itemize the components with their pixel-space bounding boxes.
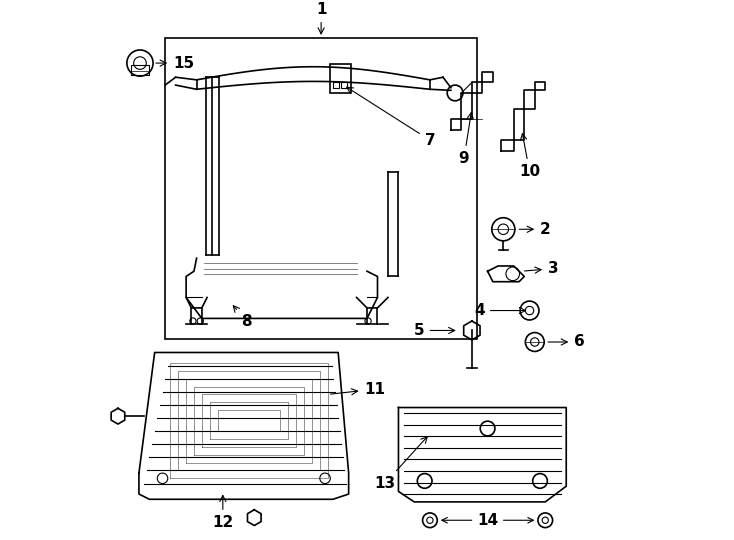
Text: 9: 9 [459, 113, 473, 166]
Text: 7: 7 [346, 87, 435, 147]
Bar [131, 65, 149, 75]
Text: 12: 12 [212, 495, 233, 530]
Text: 2: 2 [519, 222, 550, 237]
Text: 11: 11 [330, 382, 385, 397]
Text: 14: 14 [477, 513, 498, 528]
Text: 13: 13 [375, 437, 427, 490]
Text: 4: 4 [474, 303, 526, 318]
Text: 1: 1 [316, 2, 327, 34]
Text: 10: 10 [519, 133, 540, 179]
Text: 8: 8 [233, 306, 252, 328]
Text: 5: 5 [414, 323, 455, 338]
Bar [330, 64, 352, 93]
Text: 6: 6 [548, 334, 585, 349]
Text: 15: 15 [156, 56, 194, 71]
Text: 3: 3 [524, 261, 559, 276]
Bar [165, 38, 477, 339]
Bar [341, 83, 347, 87]
Bar [333, 83, 339, 87]
